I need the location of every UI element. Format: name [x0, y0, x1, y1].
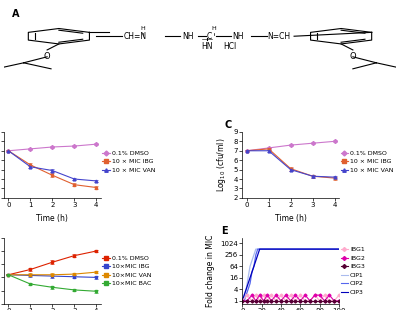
Text: E: E	[221, 226, 228, 236]
X-axis label: Time (h): Time (h)	[275, 214, 306, 223]
Text: NH: NH	[232, 32, 244, 41]
Text: O: O	[350, 52, 356, 61]
Text: N=CH: N=CH	[268, 32, 290, 41]
Text: C: C	[207, 32, 212, 41]
Text: H: H	[141, 26, 146, 31]
Text: CH=N: CH=N	[124, 32, 147, 41]
Text: HCl: HCl	[224, 42, 237, 51]
Text: A: A	[12, 9, 19, 19]
Text: O: O	[44, 52, 50, 61]
Y-axis label: Fold change in MIC: Fold change in MIC	[206, 235, 215, 307]
Y-axis label: Log$_{10}$ (cfu/ml): Log$_{10}$ (cfu/ml)	[215, 138, 228, 192]
Legend: 0.1% DMSO, 10 × MIC IBG, 10 × MIC VAN: 0.1% DMSO, 10 × MIC IBG, 10 × MIC VAN	[102, 150, 155, 173]
X-axis label: Time (h): Time (h)	[36, 214, 68, 223]
Text: HN: HN	[201, 42, 213, 51]
Text: H: H	[211, 26, 216, 31]
Text: NH: NH	[182, 32, 194, 41]
Legend: 0.1% DMSO, 10×MIC IBG, 10×MIC VAN, 10×MIC BAC: 0.1% DMSO, 10×MIC IBG, 10×MIC VAN, 10×MI…	[102, 255, 151, 286]
Legend: 0.1% DMSO, 10 × MIC IBG, 10 × MIC VAN: 0.1% DMSO, 10 × MIC IBG, 10 × MIC VAN	[340, 150, 394, 173]
Legend: IBG1, IBG2, IBG3, CIP1, CIP2, CIP3: IBG1, IBG2, IBG3, CIP1, CIP2, CIP3	[340, 247, 365, 295]
Text: C: C	[225, 120, 232, 130]
